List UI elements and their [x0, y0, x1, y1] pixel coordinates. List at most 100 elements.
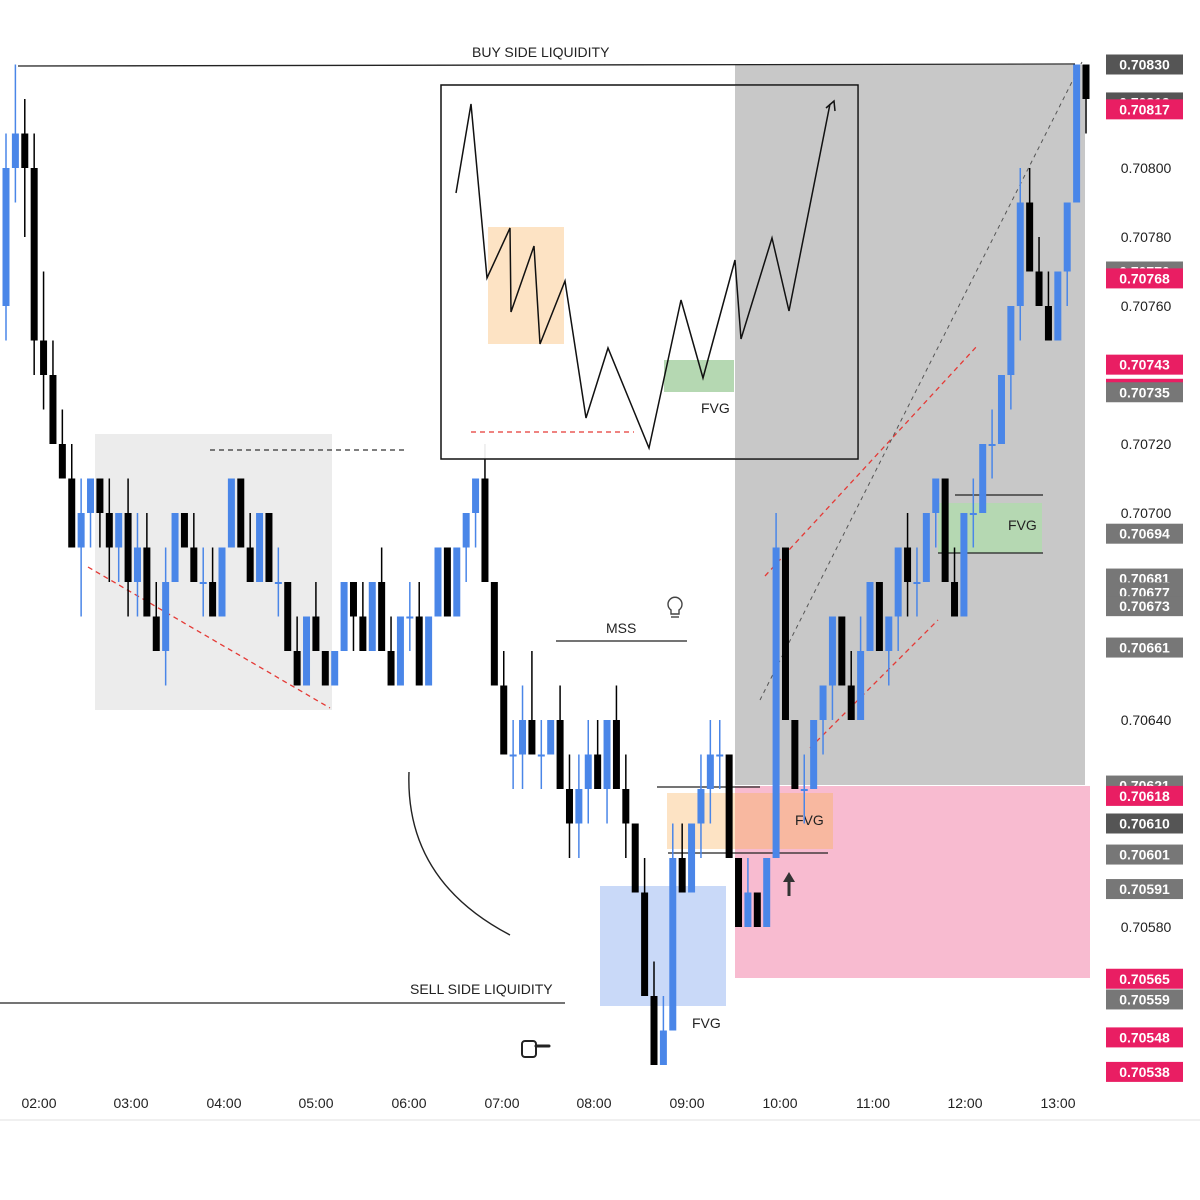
candle-body: [124, 513, 132, 582]
candle-body: [340, 582, 348, 651]
time-tick-label: 11:00: [856, 1095, 890, 1111]
candle-body: [932, 478, 940, 513]
candle-body: [894, 547, 902, 617]
time-tick-label: 10:00: [762, 1095, 797, 1111]
candle: [2, 133, 10, 341]
candle: [246, 513, 254, 582]
candle: [781, 547, 789, 720]
inset-price-path: [455, 103, 831, 451]
candle: [1063, 202, 1071, 306]
candle-body: [2, 168, 10, 306]
price-badge: 0.70768: [1106, 268, 1183, 289]
candle: [791, 720, 799, 789]
candle: [1082, 64, 1090, 134]
candle: [631, 823, 639, 893]
time-tick-label: 03:00: [113, 1095, 148, 1111]
pointing-hand-icon: [521, 1040, 551, 1058]
price-badge-bg: [1106, 785, 1183, 806]
candle-body: [866, 582, 874, 651]
candle-body: [152, 616, 160, 651]
candle: [340, 582, 348, 651]
candle: [209, 547, 217, 617]
price-badge-label: 0.70661: [1119, 640, 1170, 656]
candle: [509, 720, 517, 789]
candle: [669, 823, 677, 1031]
candle: [838, 616, 846, 686]
candle: [556, 685, 564, 789]
candle-body: [631, 823, 639, 893]
candle-body: [706, 754, 714, 789]
candle: [500, 651, 508, 755]
candle: [87, 478, 95, 548]
candle: [612, 685, 620, 789]
candle-body: [537, 754, 545, 757]
candle-body: [331, 651, 339, 686]
candle: [810, 720, 818, 789]
candle: [143, 513, 151, 617]
candle: [68, 444, 76, 548]
candle: [11, 64, 19, 203]
candle: [1026, 168, 1034, 272]
candle-body: [481, 478, 489, 582]
candle: [519, 685, 527, 789]
candle: [115, 513, 123, 582]
candle-body: [575, 789, 583, 824]
candle: [162, 547, 170, 686]
candle-body: [997, 375, 1005, 444]
candle-body: [1007, 306, 1015, 375]
candle: [650, 961, 658, 1065]
candle: [30, 133, 38, 375]
channel-upper-line: [764, 344, 979, 577]
candle: [641, 858, 649, 996]
candle-body: [359, 616, 367, 651]
price-badge-label: 0.70768: [1119, 270, 1170, 286]
candle: [171, 513, 179, 582]
candle: [199, 547, 207, 617]
time-tick-label: 08:00: [576, 1095, 611, 1111]
candle: [453, 547, 461, 617]
candle: [847, 651, 855, 720]
candle: [237, 478, 245, 548]
candle: [772, 513, 780, 858]
time-tick-label: 05:00: [298, 1095, 333, 1111]
candle-body: [941, 478, 949, 582]
up-arrow-icon: [783, 872, 795, 896]
candle-body: [462, 513, 470, 548]
candle: [716, 720, 724, 789]
inset-orange-zone: [488, 227, 564, 344]
price-tick-label: 0.70780: [1121, 229, 1172, 245]
candle: [481, 444, 489, 582]
candle: [875, 582, 883, 651]
candle-body: [105, 513, 113, 548]
candle-body: [406, 616, 414, 619]
candle: [528, 651, 536, 755]
candle: [979, 444, 987, 513]
candle: [960, 513, 968, 617]
candle: [293, 616, 301, 686]
candle-body: [885, 616, 893, 651]
price-badge: 0.70817: [1106, 99, 1183, 120]
candle-body: [378, 582, 386, 651]
candle-body: [96, 478, 104, 513]
candle-body: [810, 720, 818, 789]
candle-body: [904, 547, 912, 582]
price-badge: 0.70694: [1106, 523, 1183, 544]
candle-body: [218, 547, 226, 617]
candle-body: [368, 582, 376, 651]
candle: [368, 582, 376, 651]
candle: [312, 582, 320, 651]
candle-body: [434, 547, 442, 617]
price-badge-bg: [1106, 989, 1183, 1010]
candle: [913, 547, 921, 617]
candle: [124, 478, 132, 617]
candle: [274, 547, 282, 617]
price-badge-bg: [1106, 879, 1183, 900]
candle: [565, 754, 573, 858]
candle: [58, 409, 66, 479]
price-badge: 0.70673: [1106, 596, 1183, 617]
candle-body: [312, 616, 320, 651]
candle-body: [30, 168, 38, 341]
sweep-arc: [408, 771, 511, 936]
candle: [443, 547, 451, 617]
candle: [415, 582, 423, 686]
